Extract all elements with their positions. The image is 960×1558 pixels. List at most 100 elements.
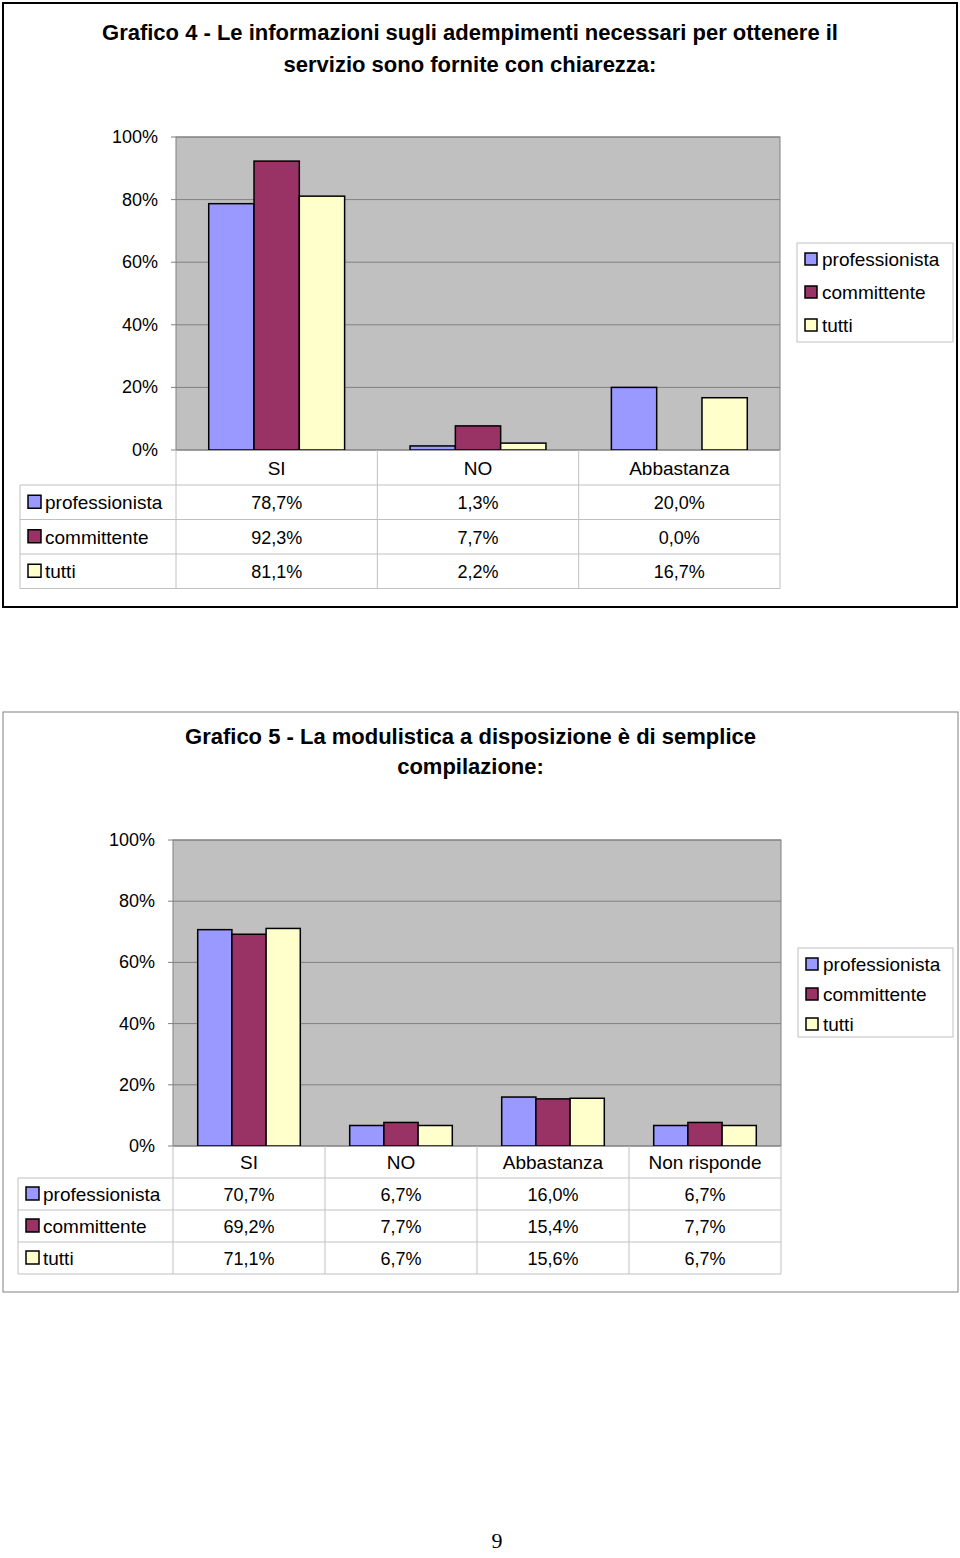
legend-label: professionista [823, 954, 941, 975]
bars [198, 928, 757, 1146]
table-line [20, 485, 21, 589]
x-tick-label: SI [268, 458, 286, 479]
table-line [781, 1146, 782, 1274]
table-line [377, 450, 378, 589]
data-table: SINOAbbastanzaNon rispondeprofessionista… [18, 1146, 781, 1274]
legend-label: committente [823, 984, 926, 1005]
tick-mark [171, 324, 176, 325]
legend: professionistacommittentetutti [798, 948, 953, 1037]
table-value: 7,7% [684, 1217, 725, 1237]
table-row-label: tutti [45, 561, 76, 582]
table-value: 20,0% [654, 493, 705, 513]
table-value: 7,7% [380, 1217, 421, 1237]
table-value: 69,2% [223, 1217, 274, 1237]
y-tick-label: 100% [112, 127, 158, 147]
y-tick-label: 20% [119, 1075, 155, 1095]
bar [657, 449, 702, 450]
legend: professionista committente tutti [797, 243, 953, 342]
title-line: servizio sono fornite con chiarezza: [284, 52, 657, 77]
y-tick-label: 40% [122, 315, 158, 335]
x-tick-label: Abbastanza [629, 458, 730, 479]
table-swatch [26, 1187, 39, 1200]
x-tick-label: SI [240, 1152, 258, 1173]
table-line [18, 1210, 781, 1211]
bar [232, 934, 266, 1146]
x-tick-label: NO [387, 1152, 416, 1173]
legend-label: tutti [822, 315, 853, 336]
table-line [173, 1146, 174, 1274]
table-line [477, 1146, 478, 1274]
table-value: 0,0% [659, 528, 700, 548]
table-line [20, 519, 780, 520]
tick-mark [168, 901, 173, 902]
bar [611, 387, 656, 450]
table-swatch [28, 564, 41, 577]
y-tick-label: 80% [122, 190, 158, 210]
bar [384, 1122, 418, 1146]
table-value: 15,6% [527, 1249, 578, 1269]
table-swatch [26, 1251, 39, 1264]
table-value: 15,4% [527, 1217, 578, 1237]
bar [350, 1125, 384, 1146]
table-line [578, 450, 579, 589]
grid-line [176, 137, 780, 138]
tick-mark [171, 199, 176, 200]
title-line: compilazione: [397, 754, 544, 779]
y-tick-label: 0% [132, 440, 158, 460]
table-swatch [28, 530, 41, 543]
table-line [18, 1242, 781, 1243]
table-line [325, 1146, 326, 1274]
legend-label: professionista [822, 249, 940, 270]
bars [209, 161, 748, 450]
y-tick-label: 80% [119, 891, 155, 911]
tick-mark [171, 450, 176, 451]
legend-swatch [805, 286, 817, 298]
legend-swatch [805, 253, 817, 265]
table-swatch [28, 495, 41, 508]
table-value: 6,7% [684, 1185, 725, 1205]
bar [688, 1122, 722, 1146]
bar [722, 1125, 756, 1146]
x-tick-label: Abbastanza [503, 1152, 604, 1173]
table-value: 1,3% [457, 493, 498, 513]
data-table: SI NO Abbastanza professionista 78,7% 1,3% 20,… [20, 450, 780, 589]
bar [209, 204, 254, 450]
table-line [176, 485, 780, 486]
tick-mark [168, 1146, 173, 1147]
tick-mark [168, 1084, 173, 1085]
bar [198, 930, 232, 1146]
plot-area [173, 840, 781, 1146]
bar [410, 446, 455, 450]
tick-mark [171, 387, 176, 388]
table-line [18, 1178, 173, 1179]
table-line [20, 588, 780, 589]
bar [702, 398, 747, 450]
table-value: 78,7% [251, 493, 302, 513]
table-line [629, 1146, 630, 1274]
bar [299, 196, 344, 450]
table-row-label: professionista [43, 1184, 161, 1205]
legend-box [797, 243, 953, 342]
y-tick-label: 40% [119, 1014, 155, 1034]
bar [570, 1098, 604, 1146]
legend-swatch [806, 1018, 818, 1030]
table-row-label: committente [43, 1216, 146, 1237]
legend-swatch [806, 958, 818, 970]
table-swatch [26, 1219, 39, 1232]
table-value: 16,0% [527, 1185, 578, 1205]
y-tick-label: 60% [119, 952, 155, 972]
table-line [20, 485, 176, 486]
legend-swatch [806, 988, 818, 1000]
x-tick-label: NO [464, 458, 493, 479]
table-row-label: professionista [45, 492, 163, 513]
grid-line [173, 901, 781, 902]
tick-mark [168, 962, 173, 963]
table-line [18, 1178, 19, 1274]
y-tick-label: 0% [129, 1136, 155, 1156]
y-tick-label: 60% [122, 252, 158, 272]
grid-line [173, 840, 781, 841]
bar [418, 1125, 452, 1146]
legend-label: committente [822, 282, 925, 303]
table-value: 16,7% [654, 562, 705, 582]
y-tick-label: 20% [122, 377, 158, 397]
